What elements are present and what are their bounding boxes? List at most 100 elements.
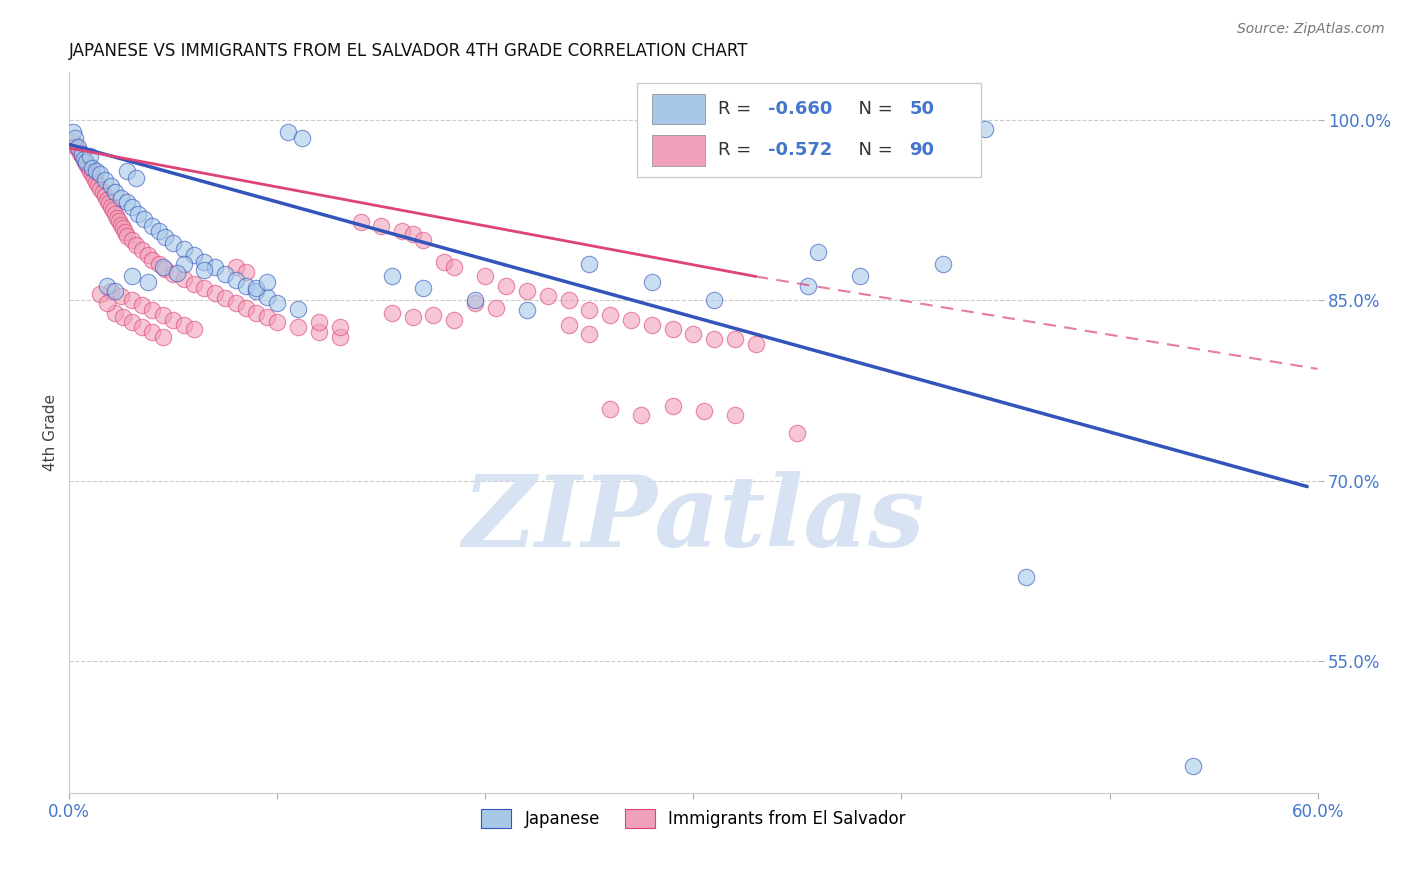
- Point: [682, 327, 704, 342]
- Point: [578, 303, 600, 318]
- Point: [599, 308, 621, 322]
- Point: [65, 131, 87, 145]
- Point: [412, 234, 434, 248]
- Point: [433, 255, 456, 269]
- Point: [422, 308, 444, 322]
- Point: [474, 269, 496, 284]
- Point: [162, 267, 184, 281]
- Point: [152, 308, 174, 322]
- Point: [464, 296, 486, 310]
- Point: [266, 315, 288, 329]
- Point: [516, 284, 538, 298]
- Point: [125, 238, 148, 252]
- Point: [412, 281, 434, 295]
- Point: [131, 319, 153, 334]
- Point: [599, 401, 621, 416]
- Point: [79, 149, 101, 163]
- Point: [661, 399, 683, 413]
- Point: [77, 161, 100, 175]
- Point: [117, 195, 139, 210]
- Point: [131, 243, 153, 257]
- Point: [125, 171, 148, 186]
- Point: [73, 152, 96, 166]
- Point: [117, 228, 139, 243]
- Point: [256, 276, 278, 290]
- Point: [401, 310, 423, 325]
- Point: [235, 265, 257, 279]
- Point: [110, 288, 132, 302]
- Point: [70, 147, 93, 161]
- Point: [537, 288, 560, 302]
- Point: [141, 219, 163, 233]
- Point: [117, 164, 139, 178]
- Point: [225, 273, 247, 287]
- Point: [121, 200, 143, 214]
- Point: [245, 281, 267, 295]
- Point: [693, 404, 716, 418]
- Point: [65, 138, 87, 153]
- Point: [100, 284, 122, 298]
- Point: [162, 235, 184, 250]
- Point: [82, 168, 104, 182]
- FancyBboxPatch shape: [652, 94, 704, 124]
- Point: [173, 258, 195, 272]
- Point: [173, 272, 195, 286]
- Point: [786, 425, 808, 440]
- Point: [73, 153, 96, 167]
- Point: [84, 164, 107, 178]
- Point: [266, 296, 288, 310]
- Point: [183, 322, 205, 336]
- Point: [110, 191, 132, 205]
- Point: [620, 312, 643, 326]
- Point: [112, 310, 135, 325]
- Point: [121, 269, 143, 284]
- Point: [557, 318, 579, 332]
- FancyBboxPatch shape: [637, 83, 980, 177]
- Point: [87, 178, 110, 193]
- Point: [391, 224, 413, 238]
- Point: [245, 305, 267, 319]
- Point: [641, 318, 664, 332]
- Point: [1015, 569, 1038, 583]
- Text: N =: N =: [846, 141, 898, 159]
- Text: ZIPatlas: ZIPatlas: [463, 471, 925, 567]
- Text: -0.572: -0.572: [768, 141, 832, 159]
- Point: [443, 312, 465, 326]
- Point: [136, 248, 159, 262]
- Point: [183, 277, 205, 291]
- Point: [724, 332, 747, 346]
- Point: [287, 319, 309, 334]
- Point: [110, 218, 132, 232]
- Point: [204, 260, 226, 274]
- Point: [91, 186, 114, 200]
- Point: [79, 164, 101, 178]
- Point: [973, 121, 995, 136]
- Point: [75, 156, 97, 170]
- Point: [104, 186, 127, 200]
- Point: [193, 255, 215, 269]
- Point: [141, 303, 163, 318]
- Text: N =: N =: [846, 100, 898, 118]
- Point: [516, 303, 538, 318]
- Point: [661, 322, 683, 336]
- Point: [97, 196, 120, 211]
- Point: [193, 263, 215, 277]
- Point: [152, 260, 174, 274]
- Point: [932, 258, 955, 272]
- Point: [245, 284, 267, 298]
- Point: [173, 318, 195, 332]
- Point: [89, 182, 111, 196]
- Point: [724, 408, 747, 422]
- Point: [112, 221, 135, 235]
- Point: [256, 290, 278, 304]
- Point: [329, 319, 352, 334]
- Point: [75, 155, 97, 169]
- Point: [235, 301, 257, 315]
- Point: [84, 175, 107, 189]
- Point: [114, 225, 136, 239]
- Point: [277, 125, 299, 139]
- Point: [381, 305, 404, 319]
- Point: [485, 301, 508, 315]
- Point: [214, 291, 236, 305]
- Point: [121, 234, 143, 248]
